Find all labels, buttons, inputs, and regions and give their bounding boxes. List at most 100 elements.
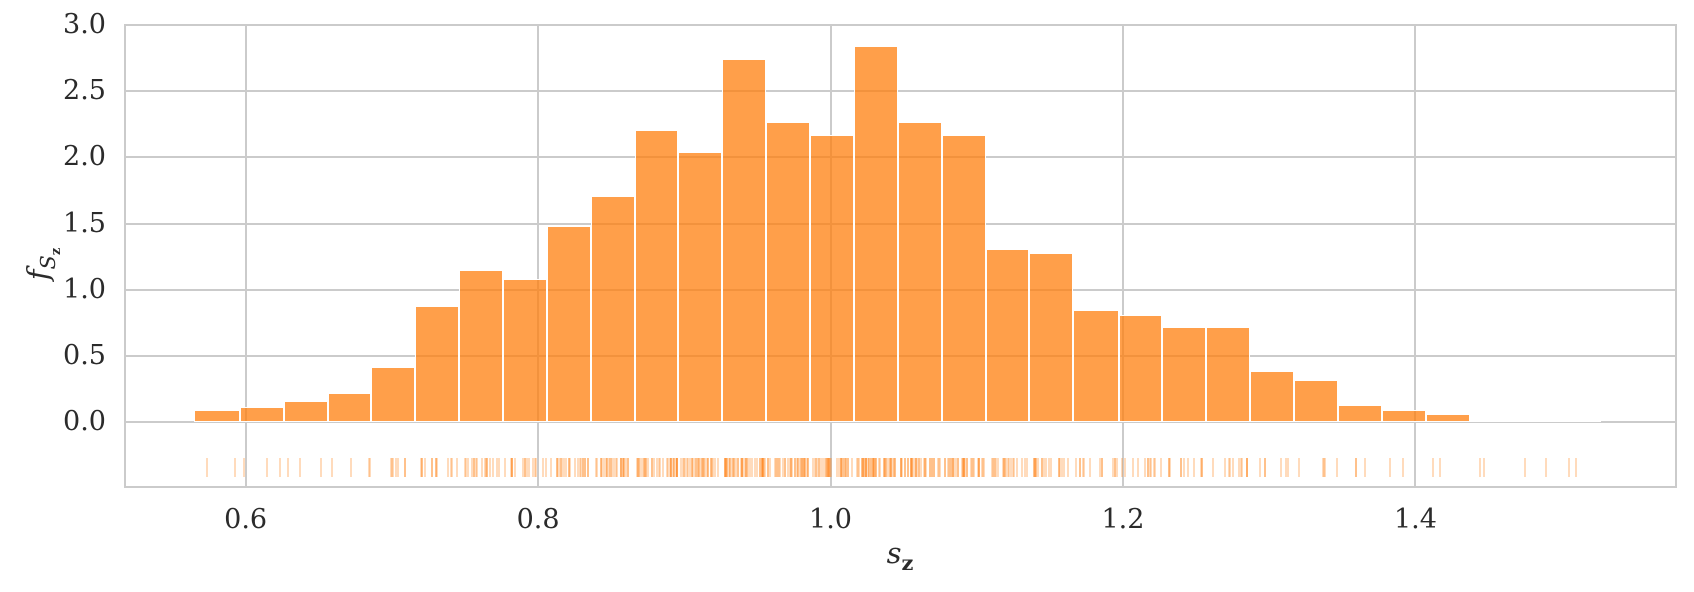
rug-tick <box>622 458 625 478</box>
y-tick-label: 0.5 <box>63 340 106 372</box>
rug-tick <box>666 458 669 478</box>
rug-tick <box>605 458 608 478</box>
rug-tick <box>714 458 716 478</box>
rug-tick <box>1002 458 1004 478</box>
rug-tick <box>943 458 946 478</box>
rug-tick <box>815 458 817 478</box>
rug-tick <box>730 458 733 478</box>
rug-tick <box>733 458 736 478</box>
rug-tick <box>534 458 537 478</box>
histogram-bar <box>810 134 854 423</box>
rug-tick <box>574 458 576 478</box>
rug-tick <box>826 458 829 478</box>
histogram-bar <box>941 134 986 423</box>
rug-tick <box>1168 458 1171 478</box>
histogram-bar <box>459 270 503 423</box>
rug-tick <box>864 458 867 478</box>
rug-tick <box>914 458 917 478</box>
rug-tick <box>561 458 564 478</box>
rug-tick <box>784 458 787 478</box>
rug-tick <box>390 458 393 478</box>
rug-tick <box>1003 458 1006 478</box>
histogram-bar <box>1162 327 1207 423</box>
y-axis-label-subsub: z <box>48 247 64 256</box>
rug-tick <box>658 458 661 478</box>
rug-tick <box>1227 458 1230 478</box>
rug-tick <box>1008 458 1010 478</box>
rug-tick <box>535 458 538 478</box>
rug-tick <box>1401 458 1404 478</box>
rug-tick <box>619 458 622 478</box>
rug-tick <box>1152 458 1155 478</box>
rug-tick <box>1280 458 1282 478</box>
rug-tick <box>456 458 459 478</box>
rug-tick <box>511 458 514 478</box>
rug-tick <box>1058 458 1061 478</box>
rug-tick <box>446 458 449 478</box>
rug-tick <box>951 458 954 478</box>
histogram-bar <box>1381 410 1426 423</box>
rug-tick <box>1147 458 1149 478</box>
rug-tick <box>847 458 850 478</box>
rug-tick <box>778 458 781 478</box>
rug-tick <box>937 458 940 478</box>
rug-tick <box>484 458 487 478</box>
rug-tick <box>899 458 902 478</box>
histogram-bar <box>1118 315 1163 423</box>
rug-tick <box>299 458 302 478</box>
rug-tick <box>802 458 805 478</box>
rug-tick <box>884 458 887 478</box>
rug-tick <box>727 458 730 478</box>
rug-tick <box>899 458 902 478</box>
rug-tick <box>1098 458 1101 478</box>
rug-tick <box>331 458 334 478</box>
rug-tick <box>795 458 798 478</box>
rug-tick <box>799 458 802 478</box>
rug-tick <box>623 458 626 478</box>
rug-tick <box>1035 458 1038 478</box>
rug-tick <box>622 458 625 478</box>
rug-tick <box>994 458 996 478</box>
rug-tick <box>1160 458 1163 478</box>
rug-tick <box>840 458 843 478</box>
rug-tick <box>498 458 500 478</box>
histogram-bar <box>1250 370 1295 423</box>
rug-tick <box>748 458 751 478</box>
rug-tick <box>389 458 392 478</box>
rug-tick <box>1239 458 1242 478</box>
histogram-bar <box>502 279 547 423</box>
rug-tick <box>936 458 939 478</box>
rug-tick <box>707 458 710 478</box>
rug-tick <box>1025 458 1028 478</box>
rug-tick <box>928 458 931 478</box>
rug-tick <box>991 458 994 478</box>
rug-tick <box>619 458 622 478</box>
rug-tick <box>472 458 475 478</box>
rug-tick <box>242 458 245 478</box>
rug-tick <box>1124 458 1127 478</box>
rug-tick <box>793 458 796 478</box>
rug-tick <box>601 458 604 478</box>
rug-tick <box>643 458 646 478</box>
rug-tick <box>622 458 625 478</box>
rug-tick <box>504 458 507 478</box>
rug-tick <box>993 458 996 478</box>
rug-tick <box>846 458 849 478</box>
rug-tick <box>1388 458 1391 478</box>
rug-tick <box>1003 458 1006 478</box>
rug-tick <box>600 458 603 478</box>
rug-tick <box>731 458 734 478</box>
rug-tick <box>481 458 484 478</box>
rug-tick <box>278 458 281 478</box>
rug-tick <box>900 458 903 478</box>
rug-tick <box>744 458 747 478</box>
rug-tick <box>863 458 866 478</box>
rug-tick <box>627 458 630 478</box>
rug-tick <box>1240 458 1243 478</box>
rug-tick <box>923 458 926 478</box>
rug-tick <box>983 458 986 478</box>
rug-tick <box>1082 458 1085 478</box>
rug-tick <box>655 458 658 478</box>
y-tick-label: 2.0 <box>63 141 106 173</box>
rug-tick <box>704 458 706 478</box>
